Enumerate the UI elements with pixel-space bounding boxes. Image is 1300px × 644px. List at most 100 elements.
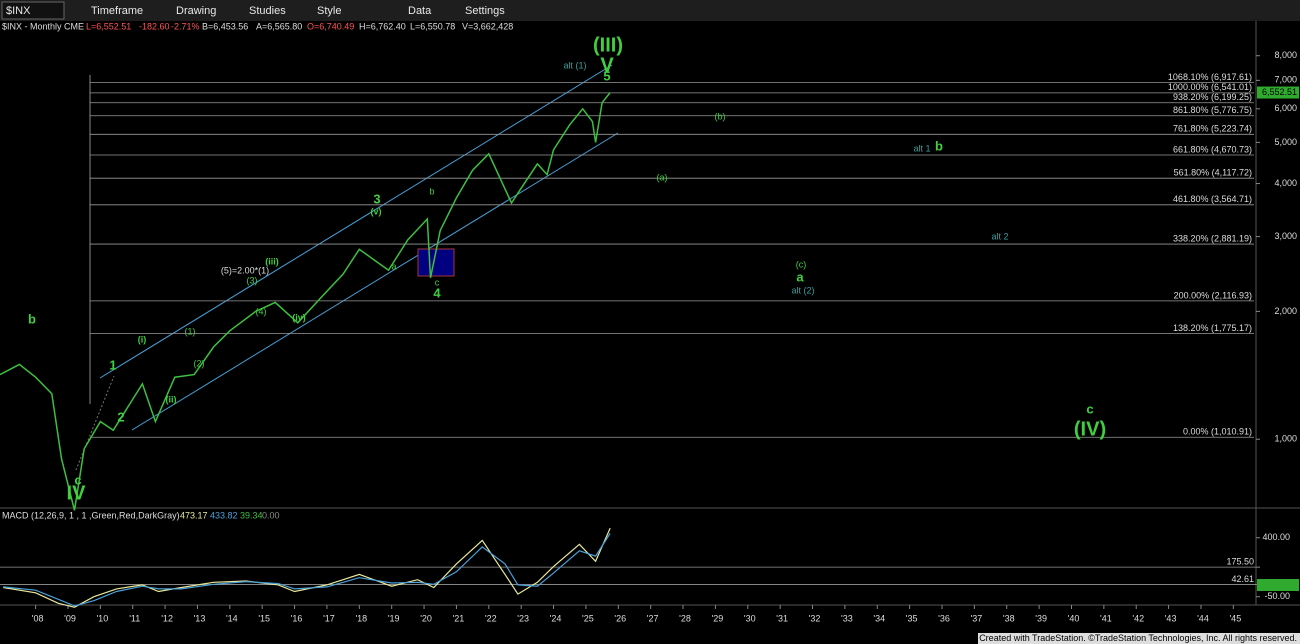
wave-label: alt 2 xyxy=(991,231,1008,241)
header-symbol: $INX - Monthly CME xyxy=(2,21,84,31)
x-tick-label: '08 xyxy=(32,613,44,623)
header-volume: V=3,662,428 xyxy=(462,21,513,31)
macd-line xyxy=(3,527,611,608)
x-tick-label: '30 xyxy=(744,613,756,623)
wave-label: alt (1) xyxy=(563,60,586,70)
fib-label: 461.80% (3,564.71) xyxy=(1173,194,1252,204)
x-tick-label: '29 xyxy=(712,613,724,623)
header-bid: B=6,453.56 xyxy=(202,21,248,31)
header-last: L=6,552.51 xyxy=(86,21,131,31)
wave-label: 1 xyxy=(109,357,116,372)
symbol-box[interactable] xyxy=(1,1,65,20)
x-tick-label: '32 xyxy=(809,613,821,623)
wave-label: (4) xyxy=(256,306,267,316)
wave-label: (iv) xyxy=(292,312,306,322)
y-tick-label: 4,000 xyxy=(1274,178,1297,188)
last-price-box xyxy=(1257,86,1299,99)
x-tick-label: '13 xyxy=(194,613,206,623)
wave-label: (1) xyxy=(185,326,196,336)
y-tick-label: 2,000 xyxy=(1274,306,1297,316)
header-low: L=6,550.78 xyxy=(410,21,455,31)
wave-line xyxy=(75,375,115,471)
macd-readout: 473.17 xyxy=(180,510,208,520)
wave-label: b xyxy=(935,138,943,153)
fib-label: 561.80% (4,117.72) xyxy=(1174,168,1252,178)
fib-label: 138.20% (1,775.17) xyxy=(1173,323,1252,333)
style-menu[interactable]: Style xyxy=(317,5,341,17)
y-tick-label: 5,000 xyxy=(1274,137,1297,147)
wave-label: 4 xyxy=(433,285,441,300)
macd-tick-label: -50.00 xyxy=(1264,591,1290,601)
macd-readout: 433.82 xyxy=(210,510,238,520)
macd-tick-label: 175.50 xyxy=(1226,557,1254,567)
wave-label: c xyxy=(1086,401,1093,416)
timeframe-menu[interactable]: Timeframe xyxy=(91,5,143,17)
footer-bg xyxy=(978,633,1300,644)
footer: Created with TradeStation. ©TradeStation… xyxy=(979,633,1297,643)
x-tick-label: '41 xyxy=(1100,613,1112,623)
x-tick-label: '21 xyxy=(453,613,465,623)
x-tick-label: '38 xyxy=(1003,613,1015,623)
x-tick-label: '10 xyxy=(96,613,108,623)
x-tick-label: '11 xyxy=(129,613,140,623)
fib-label: 661.80% (4,670.73) xyxy=(1173,144,1252,154)
fib-label: 1068.10% (6,917.61) xyxy=(1168,72,1252,82)
x-tick-label: '36 xyxy=(938,613,950,623)
wave-label: (i) xyxy=(138,334,147,344)
toolbar xyxy=(0,0,1300,21)
wave-label: alt (2) xyxy=(791,285,814,295)
fib-label: 0.00% (1,010.91) xyxy=(1183,427,1252,437)
header-pct: -2.71% xyxy=(171,21,200,31)
drawing-menu[interactable]: Drawing xyxy=(176,5,216,17)
data-menu[interactable]: Data xyxy=(408,5,432,17)
x-tick-label: '24 xyxy=(550,613,562,623)
x-tick-label: '40 xyxy=(1068,613,1080,623)
x-tick-label: '09 xyxy=(64,613,76,623)
wave-label: 5 xyxy=(603,68,610,83)
x-tick-label: '23 xyxy=(517,613,529,623)
macd-title: MACD (12,26,9, 1 , 1 ,Green,Red,DarkGray… xyxy=(2,510,180,520)
x-tick-label: '33 xyxy=(841,613,853,623)
macd-tick-label: 42.61 xyxy=(1231,574,1254,584)
x-tick-label: '42 xyxy=(1132,613,1144,623)
wave-label: (3) xyxy=(247,275,258,285)
wave-label: (b) xyxy=(715,111,726,121)
settings-menu[interactable]: Settings xyxy=(465,5,505,17)
wave-label: (2) xyxy=(194,358,205,368)
y-tick-label: 8,000 xyxy=(1274,50,1297,60)
x-tick-label: '44 xyxy=(1197,613,1209,623)
header-change: -182.60 xyxy=(139,21,170,31)
x-tick-label: '17 xyxy=(323,613,335,623)
price-line xyxy=(0,92,611,511)
wave-label: 2 xyxy=(117,409,124,424)
x-tick-label: '37 xyxy=(971,613,983,623)
x-tick-label: '12 xyxy=(161,613,173,623)
wave-label: alt 1 xyxy=(913,143,930,153)
x-tick-label: '26 xyxy=(614,613,626,623)
channel-upper xyxy=(99,64,613,379)
y-tick-label: 7,000 xyxy=(1274,75,1297,85)
x-tick-label: '45 xyxy=(1229,613,1241,623)
header-ask: A=6,565.80 xyxy=(256,21,302,31)
wave-label: a xyxy=(796,269,804,284)
x-tick-label: '43 xyxy=(1165,613,1177,623)
header-high: H=6,762.40 xyxy=(359,21,406,31)
x-tick-label: '19 xyxy=(388,613,400,623)
fib-label: 200.00% (2,116.93) xyxy=(1174,290,1252,300)
symbol[interactable]: $INX xyxy=(6,5,31,17)
channel-lower xyxy=(131,132,619,431)
fib-label: 761.80% (5,223.74) xyxy=(1173,124,1252,134)
x-tick-label: '18 xyxy=(355,613,367,623)
x-tick-label: '22 xyxy=(485,613,497,623)
x-tick-label: '31 xyxy=(776,613,788,623)
x-tick-label: '14 xyxy=(226,613,238,623)
wave-label: (v) xyxy=(371,206,382,216)
wave-labels: (III) V alt (1) 5 (b) alt 1 b (a) alt 2 … xyxy=(28,34,1106,504)
studies-menu[interactable]: Studies xyxy=(249,5,286,17)
wave-label: V xyxy=(600,54,614,76)
last-price-label: 6,552.51 xyxy=(1262,87,1297,97)
fib-label: 938.20% (6,199.25) xyxy=(1173,92,1252,102)
header-open: O=6,740.49 xyxy=(307,21,354,31)
